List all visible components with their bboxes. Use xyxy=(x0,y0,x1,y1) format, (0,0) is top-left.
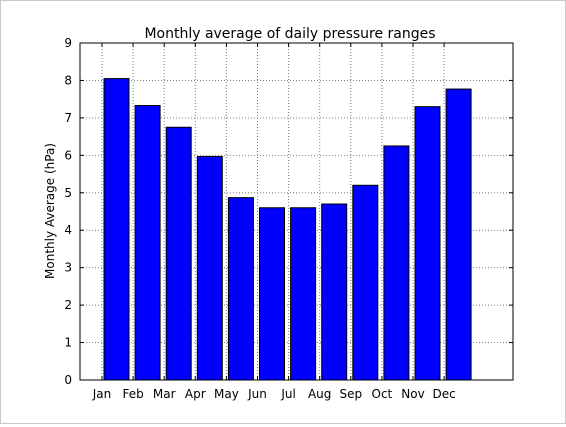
x-tick-label: Jun xyxy=(247,387,267,401)
x-tick-label: Oct xyxy=(372,387,393,401)
chart-title: Monthly average of daily pressure ranges xyxy=(144,26,435,42)
x-tick-label: May xyxy=(214,387,239,401)
x-tick-label: Jan xyxy=(92,387,112,401)
bar-feb xyxy=(134,105,161,381)
bar-jun xyxy=(259,207,285,381)
bar-aug xyxy=(321,203,348,381)
y-tick-label: 7 xyxy=(64,111,72,125)
y-tick-label: 3 xyxy=(64,261,72,275)
y-tick-label: 8 xyxy=(64,73,72,87)
plot-area-border xyxy=(79,42,514,381)
y-axis-label: Monthly Average (hPa) xyxy=(43,143,57,279)
x-axis-ticks: Jan Feb Mar Apr May Jun Jul Aug Sep Oct Nov Dec xyxy=(92,43,456,401)
bar-apr xyxy=(196,155,223,381)
y-axis-ticks: 0 1 2 3 4 5 6 7 8 9 xyxy=(64,36,513,387)
x-tick-label: Aug xyxy=(308,387,331,401)
y-tick-label: 1 xyxy=(64,336,72,350)
x-tick-label: Dec xyxy=(432,387,455,401)
y-tick-label: 2 xyxy=(64,298,72,312)
y-tick-label: 0 xyxy=(64,373,72,387)
bar-mar xyxy=(165,126,192,381)
x-tick-label: Nov xyxy=(401,387,424,401)
bars xyxy=(103,78,472,381)
bar-jan xyxy=(103,78,130,381)
x-tick-label: Mar xyxy=(153,387,176,401)
x-tick-label: Apr xyxy=(185,387,206,401)
bar-jul xyxy=(290,207,317,381)
y-tick-label: 9 xyxy=(64,36,72,50)
bar-may xyxy=(227,197,254,381)
x-tick-label: Feb xyxy=(122,387,143,401)
bar-dec xyxy=(445,88,472,381)
x-tick-label: Jul xyxy=(280,387,295,401)
y-tick-label: 4 xyxy=(64,223,72,237)
y-tick-label: 5 xyxy=(64,186,72,200)
bar-sep xyxy=(352,184,379,381)
bar-oct xyxy=(383,145,410,381)
y-tick-label: 6 xyxy=(64,148,72,162)
bar-nov xyxy=(414,106,441,381)
x-tick-label: Sep xyxy=(339,387,362,401)
